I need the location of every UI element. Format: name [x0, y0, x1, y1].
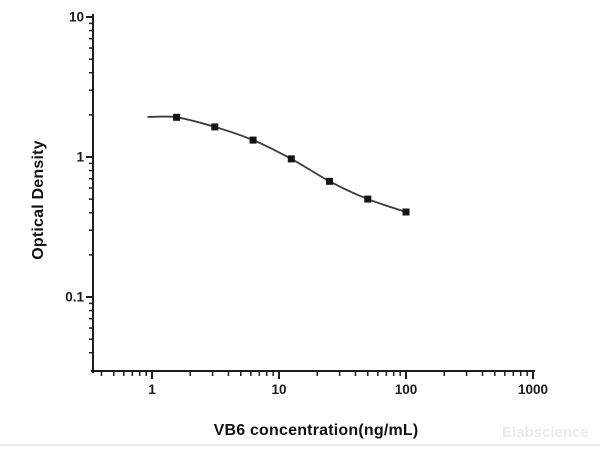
watermark: Elabscience: [502, 424, 589, 441]
data-point-markers: [173, 113, 410, 216]
data-point-marker: [249, 136, 257, 144]
data-point-marker: [326, 177, 333, 185]
y-tick-label: 10: [69, 10, 84, 25]
y-axis-title: Optical Density: [30, 140, 47, 260]
x-tick-label: 1: [148, 382, 156, 397]
x-tick-label: 100: [395, 382, 418, 397]
y-axis-ticks: [86, 16, 92, 354]
x-tick-labels: 1 10 100 1000: [148, 382, 548, 397]
bottom-divider-line: [0, 444, 600, 446]
x-tick-label: 1000: [518, 382, 548, 397]
x-axis-ticks: [100, 372, 534, 379]
data-point-marker: [211, 123, 219, 131]
data-point-marker: [173, 113, 181, 121]
y-tick-label: 1: [76, 150, 84, 165]
y-tick-labels: 10 1 0.1: [65, 10, 84, 305]
x-tick-label: 10: [271, 382, 286, 397]
data-point-marker: [287, 155, 295, 163]
axes: [91, 14, 535, 373]
y-tick-label: 0.1: [65, 290, 84, 305]
data-point-marker: [402, 208, 410, 216]
data-point-marker: [364, 195, 372, 203]
x-axis-title: VB6 concentration(ng/mL): [213, 422, 419, 439]
